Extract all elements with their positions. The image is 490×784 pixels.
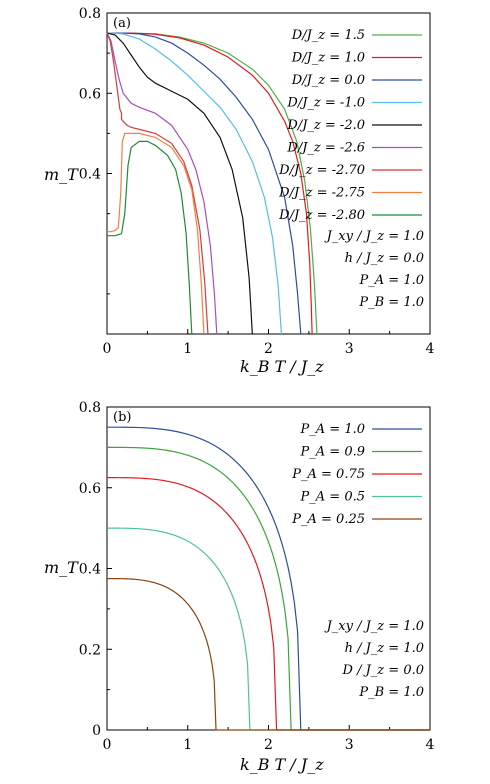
panel-a-legend-label: D/J_z = -2.70 bbox=[278, 163, 365, 178]
panel-a-series-line bbox=[106, 32, 283, 335]
panel-b-y-axis-label: m_T bbox=[44, 558, 79, 577]
panel-a-legend-label: D/J_z = -2.75 bbox=[278, 186, 365, 201]
panel-b-param-text: D / J_z = 0.0 bbox=[342, 663, 424, 678]
panel-a-param-text: P_A = 1.0 bbox=[359, 273, 424, 288]
panel-a-x-tick-label: 0 bbox=[103, 341, 112, 357]
panel-a-legend-label: D/J_z = -2.0 bbox=[286, 118, 365, 133]
panel-b-x-tick-label: 2 bbox=[264, 737, 273, 753]
panel-b-legend-label: P_A = 1.0 bbox=[300, 422, 365, 437]
panel-b-legend-label: P_A = 0.9 bbox=[300, 445, 365, 460]
panel-a-x-tick-label: 3 bbox=[345, 341, 354, 357]
panel-b-x-axis-label: k_B T / J_z bbox=[240, 755, 324, 774]
panel-b: (b) 0 1 2 3 4 0 0.2 0.4 0.6 0.8 P_A = 1.0 P_A = 0… bbox=[44, 400, 435, 774]
panel-b-x-tick-label: 3 bbox=[345, 737, 354, 753]
panel-a-y-tick-label: 0.8 bbox=[79, 6, 101, 22]
panel-b-plot-area bbox=[106, 406, 431, 731]
panel-b-y-tick-label: 0.6 bbox=[79, 481, 101, 497]
panel-b-legend-label: P_A = 0.5 bbox=[300, 490, 365, 505]
panel-b-x-tick-label: 1 bbox=[183, 737, 192, 753]
panel-a-param-text: J_xy / J_z = 1.0 bbox=[324, 229, 424, 244]
panel-a-series-line bbox=[106, 32, 209, 335]
panel-b-param-text: h / J_z = 1.0 bbox=[345, 641, 424, 656]
panel-b-series-line bbox=[107, 477, 430, 731]
panel-b-params: J_xy / J_z = 1.0 h / J_z = 1.0 D / J_z = 0… bbox=[324, 619, 424, 700]
panel-a-x-tick-label: 4 bbox=[426, 341, 435, 357]
panel-a-y-axis-label: m_T bbox=[44, 165, 79, 184]
panel-b-param-text: J_xy / J_z = 1.0 bbox=[324, 619, 424, 634]
panel-b-x-tick-label: 4 bbox=[426, 737, 435, 753]
panel-b-series-line bbox=[107, 446, 430, 731]
panel-a-series-line bbox=[106, 32, 218, 335]
panel-a-params: J_xy / J_z = 1.0 h / J_z = 0.0 P_A = 1.0 P_… bbox=[324, 229, 424, 310]
panel-b-y-tick-label: 0.8 bbox=[79, 400, 101, 416]
panel-a-y-ticks: 0.4 0.6 0.8 bbox=[79, 6, 112, 295]
panel-a-legend-label: D/J_z = 1.0 bbox=[291, 51, 365, 66]
panel-b-label: (b) bbox=[113, 410, 131, 425]
panel-b-y-tick-label: 0.2 bbox=[79, 642, 101, 658]
panel-a-y-tick-label: 0.6 bbox=[79, 86, 101, 102]
panel-b-x-tick-label: 0 bbox=[103, 737, 112, 753]
panel-a-label: (a) bbox=[113, 16, 131, 31]
panel-a-legend: D/J_z = 1.5 D/J_z = 1.0 D/J_z = 0.0 D/J_z =… bbox=[278, 28, 422, 223]
panel-b-legend-label: P_A = 0.25 bbox=[291, 512, 365, 527]
panel-a-series bbox=[106, 32, 318, 335]
panel-a-x-tick-label: 2 bbox=[264, 341, 273, 357]
panel-b-y-tick-label: 0 bbox=[92, 723, 101, 739]
panel-b-y-ticks: 0 0.2 0.4 0.6 0.8 bbox=[79, 400, 112, 739]
panel-a-series-line bbox=[107, 132, 205, 335]
panel-a-legend-label: D/J_z = -2.6 bbox=[286, 141, 365, 156]
panel-a-legend-label: D/J_z = -2.80 bbox=[278, 208, 365, 223]
panel-a-series-line bbox=[107, 140, 193, 335]
panel-a-x-ticks: 0 1 2 3 4 bbox=[103, 329, 435, 357]
panel-b-legend: P_A = 1.0 P_A = 0.9 P_A = 0.75 P_A = 0.5 P_A… bbox=[291, 422, 422, 527]
panel-a-param-text: P_B = 1.0 bbox=[358, 295, 424, 310]
panel-a-x-tick-label: 1 bbox=[183, 341, 192, 357]
panel-a-legend-label: D/J_z = -1.0 bbox=[286, 96, 365, 111]
panel-a-legend-label: D/J_z = 0.0 bbox=[291, 73, 365, 88]
panel-b-series-line bbox=[107, 577, 430, 731]
panel-a-legend-label: D/J_z = 1.5 bbox=[291, 28, 365, 43]
panel-b-y-tick-label: 0.4 bbox=[79, 562, 101, 578]
panel-a-series-line bbox=[107, 32, 313, 335]
panel-a-x-axis-label: k_B T / J_z bbox=[240, 357, 324, 376]
panel-b-legend-label: P_A = 0.75 bbox=[291, 467, 365, 482]
panel-a-series-line bbox=[106, 32, 253, 335]
panel-b-x-ticks: 0 1 2 3 4 bbox=[103, 725, 435, 753]
panel-a-y-tick-label: 0.4 bbox=[79, 167, 101, 183]
panel-a-series-line bbox=[107, 32, 318, 335]
panel-b-series bbox=[107, 426, 430, 731]
panel-b-param-text: P_B = 1.0 bbox=[358, 685, 424, 700]
panel-b-series-line bbox=[107, 527, 430, 731]
panel-b-series-line bbox=[107, 426, 430, 731]
panel-a-series-line bbox=[107, 32, 302, 335]
panel-a-param-text: h / J_z = 0.0 bbox=[345, 251, 424, 266]
